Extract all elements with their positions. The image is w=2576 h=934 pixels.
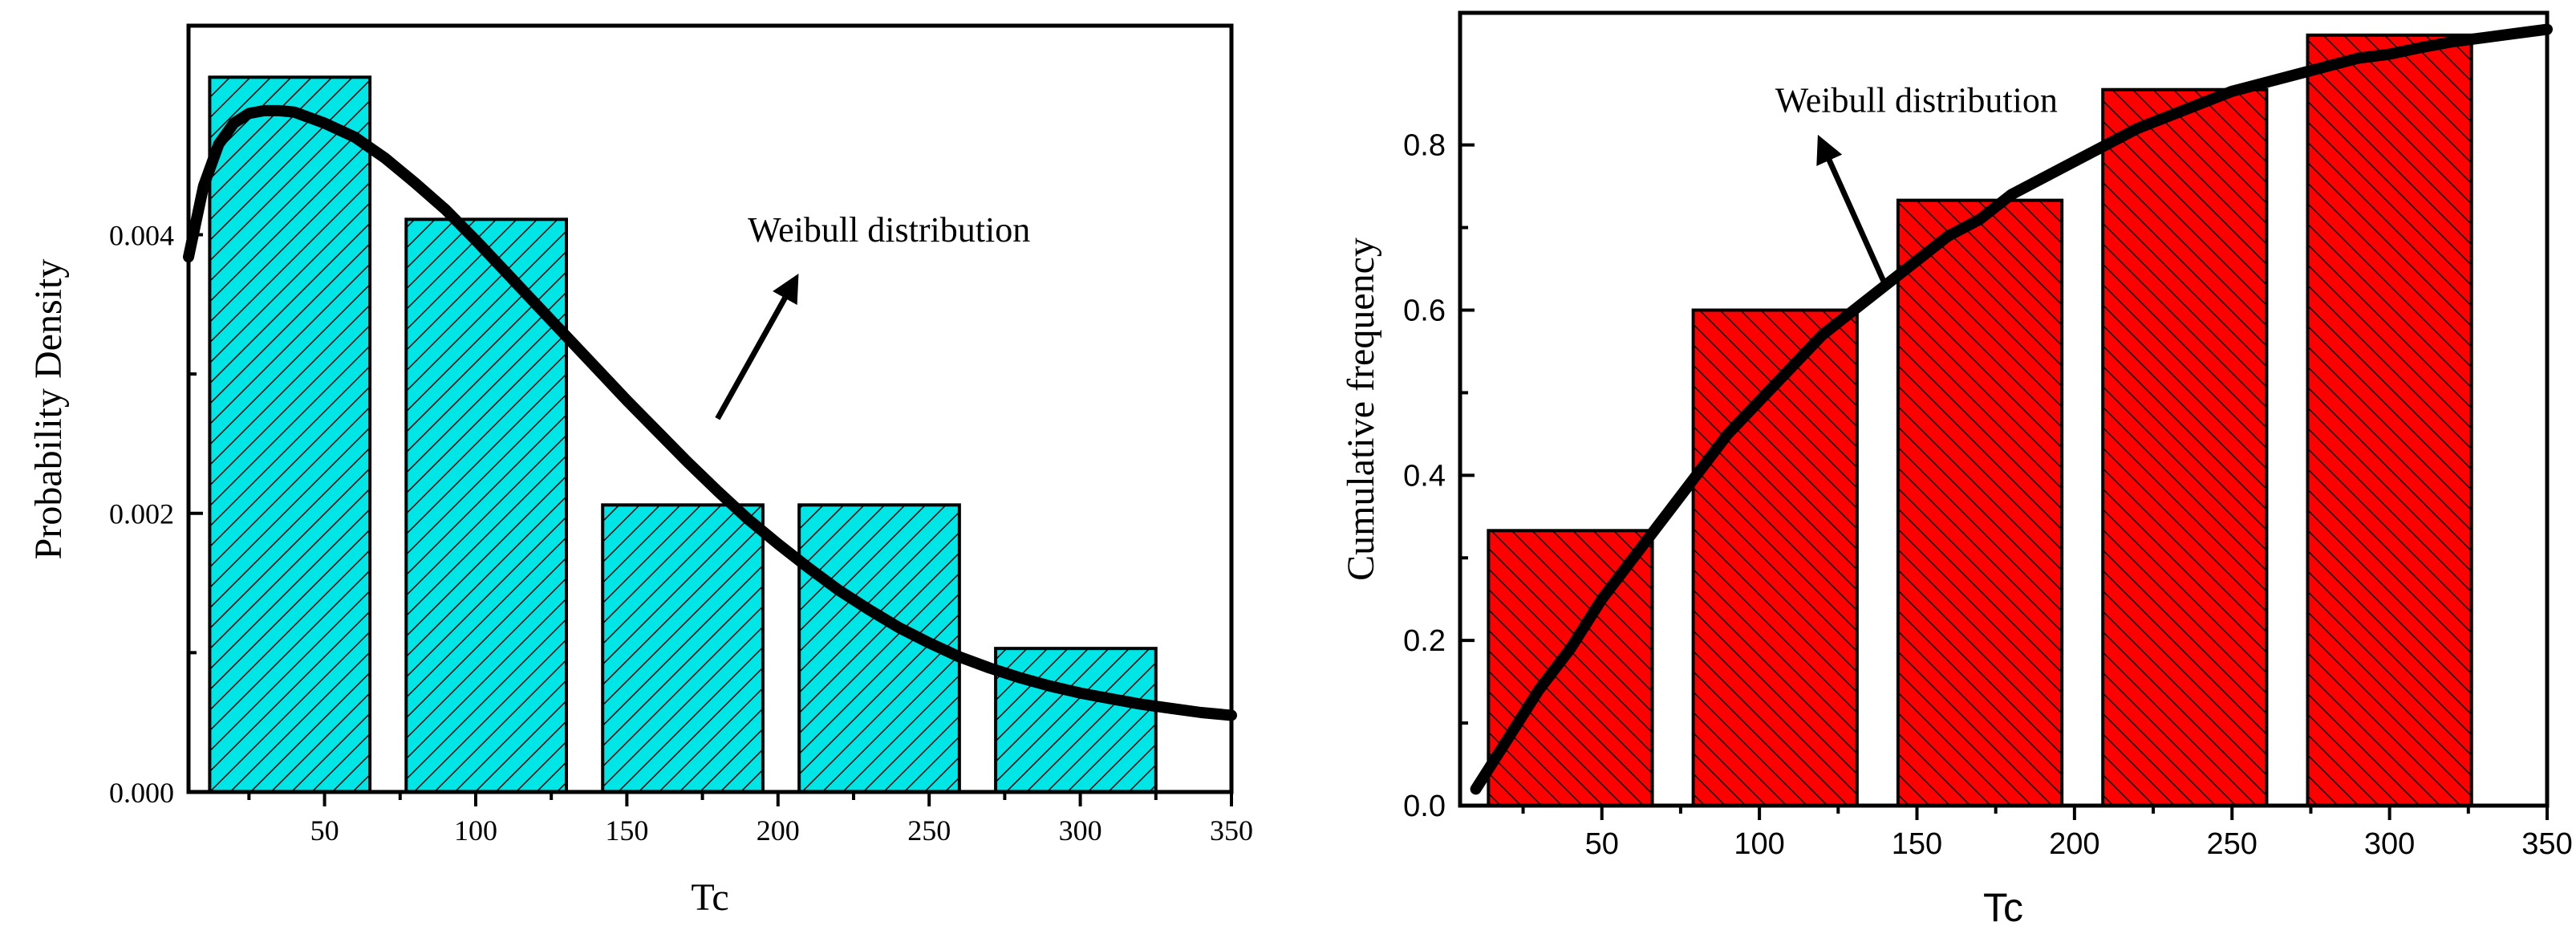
left-y-tick-label-1: 0.002 xyxy=(109,498,174,530)
right-y-tick-label-1: 0.2 xyxy=(1403,624,1446,658)
left-x-tick-label-150: 150 xyxy=(605,814,648,847)
left-annotation-arrow xyxy=(715,274,799,420)
left-x-tick-label-250: 250 xyxy=(907,814,951,847)
right-annotation-arrow xyxy=(1816,134,1888,287)
left-bar-5 xyxy=(994,647,1158,794)
right-y-axis-label: Cumulative frequency xyxy=(1340,238,1382,581)
right-x-tick-label-300: 300 xyxy=(2364,827,2415,861)
left-x-tick-label-350: 350 xyxy=(1210,814,1253,847)
left-bar-hatch-5 xyxy=(994,647,1158,794)
right-bar-hatch-3 xyxy=(1896,198,2064,807)
right-x-tick-label-250: 250 xyxy=(2207,827,2258,861)
right-bar-2 xyxy=(1691,308,1859,807)
right-x-axis-label: Tc xyxy=(1983,885,2023,930)
right-bar-hatch-2 xyxy=(1691,308,1859,807)
left-chart: 50 100 150 200 250 300 350 0.000 0.002 0.004 Wei… xyxy=(27,23,1253,919)
left-x-ticks: 50 100 150 200 250 300 350 xyxy=(247,792,1253,847)
left-bar-3 xyxy=(601,503,765,794)
right-x-tick-label-50: 50 xyxy=(1585,827,1619,861)
right-x-tick-label-100: 100 xyxy=(1734,827,1784,861)
left-x-tick-label-50: 50 xyxy=(310,814,339,847)
right-annotation-text: Weibull distribution xyxy=(1775,81,2058,120)
right-y-tick-label-4: 0.8 xyxy=(1403,129,1446,163)
left-y-tick-label-2: 0.004 xyxy=(109,219,174,251)
left-x-tick-label-100: 100 xyxy=(454,814,497,847)
right-y-tick-label-0: 0.0 xyxy=(1403,790,1446,823)
right-y-tick-label-2: 0.4 xyxy=(1403,459,1446,493)
right-x-tick-label-200: 200 xyxy=(2049,827,2099,861)
right-bar-3 xyxy=(1896,198,2064,807)
right-y-ticks: 0.0 0.2 0.4 0.6 0.8 xyxy=(1403,129,1475,823)
left-bar-hatch-3 xyxy=(601,503,765,794)
right-bar-hatch-4 xyxy=(2101,87,2269,807)
left-bar-hatch-1 xyxy=(208,75,372,794)
right-y-tick-label-3: 0.6 xyxy=(1403,294,1446,328)
right-x-tick-label-350: 350 xyxy=(2521,827,2572,861)
left-weibull-curve xyxy=(183,104,1237,721)
right-bars xyxy=(1487,33,2473,808)
left-bars xyxy=(208,75,1158,794)
left-x-tick-label-200: 200 xyxy=(757,814,800,847)
left-x-tick-label-300: 300 xyxy=(1059,814,1102,847)
left-y-ticks: 0.000 0.002 0.004 xyxy=(109,219,203,809)
left-y-tick-label-0: 0.000 xyxy=(109,777,174,809)
right-chart: 50 100 150 200 250 300 350 0.0 0.2 0.4 0.6 0.8 Wei… xyxy=(1340,10,2573,930)
right-bar-4 xyxy=(2101,87,2269,807)
right-plot-frame xyxy=(1458,10,2550,808)
left-plot-frame xyxy=(186,23,1234,794)
right-bar-hatch-5 xyxy=(2306,33,2473,808)
left-annotation-text: Weibull distribution xyxy=(748,210,1030,250)
left-x-axis-label: Tc xyxy=(691,876,728,919)
right-weibull-curve xyxy=(1470,23,2553,795)
right-x-ticks: 50 100 150 200 250 300 350 xyxy=(1521,806,2573,861)
right-x-tick-label-150: 150 xyxy=(1892,827,1942,861)
left-y-axis-label: Probability Density xyxy=(27,259,70,560)
right-bar-5 xyxy=(2306,33,2473,808)
left-bar-1 xyxy=(208,75,372,794)
